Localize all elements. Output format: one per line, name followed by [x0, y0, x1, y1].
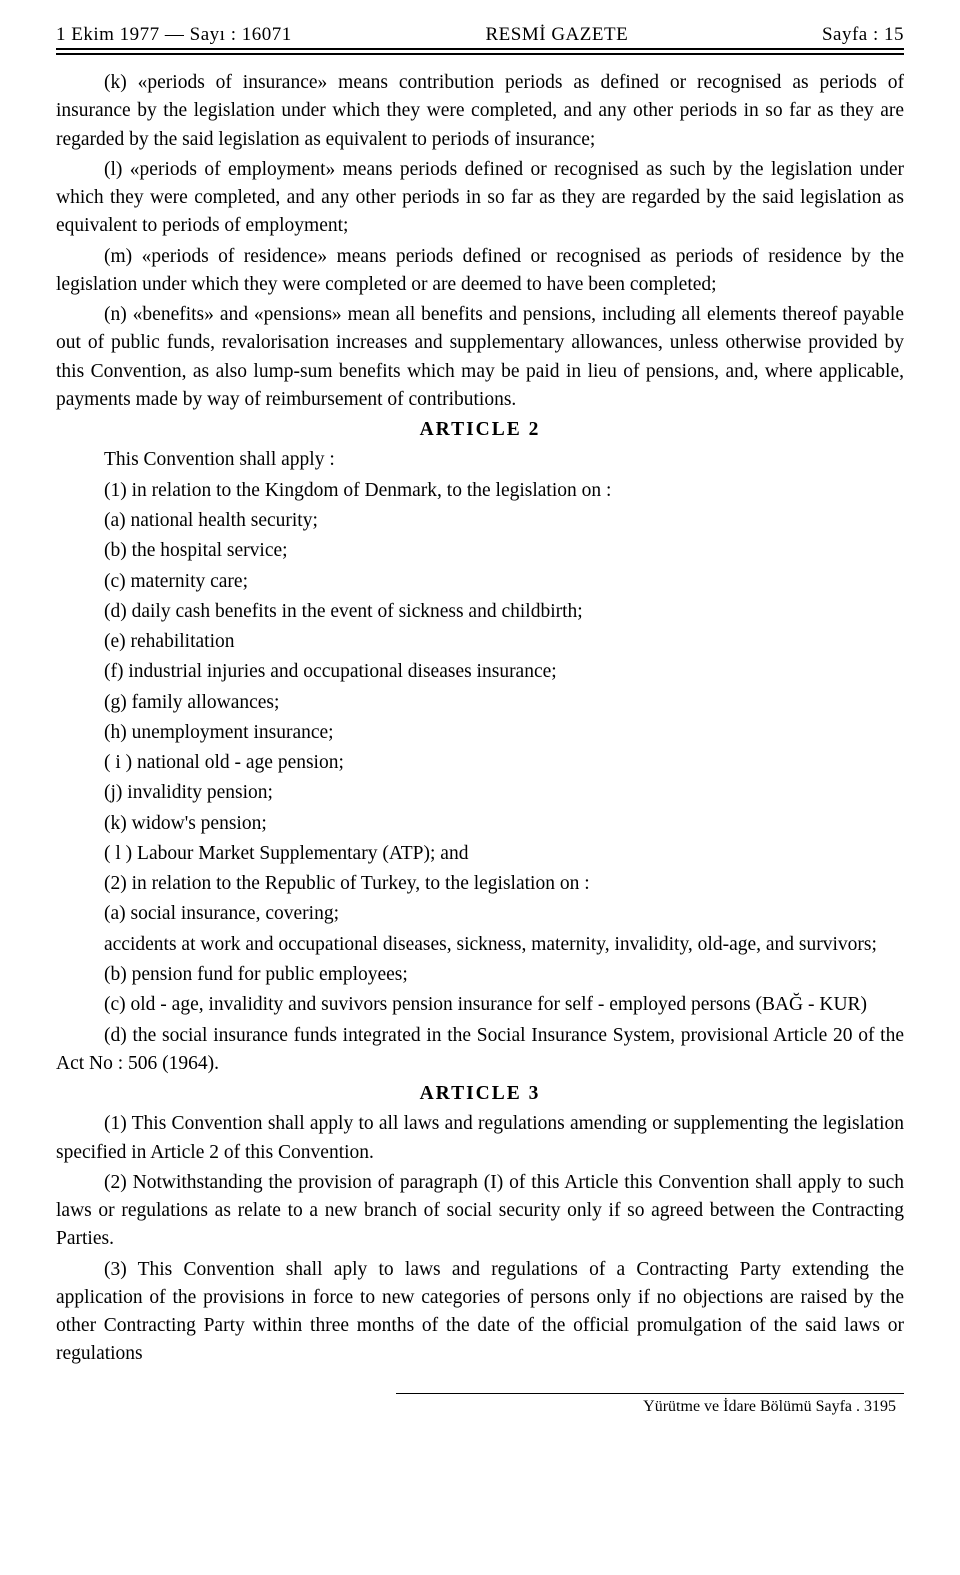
header-right: Sayfa : 15 [822, 24, 904, 46]
header-left: 1 Ekim 1977 — Sayı : 16071 [56, 24, 292, 46]
header-center: RESMİ GAZETE [486, 24, 629, 46]
article-3-heading: ARTICLE 3 [56, 1080, 904, 1108]
a2-1d: (d) daily cash benefits in the event of … [56, 598, 904, 626]
footer-rule [396, 1393, 904, 1394]
body-text: (k) «periods of insurance» means contrib… [56, 69, 904, 1369]
para-n: (n) «benefits» and «pensions» mean all b… [56, 301, 904, 414]
a2-1e: (e) rehabilitation [56, 628, 904, 656]
a2-1a: (a) national health security; [56, 507, 904, 535]
a3-1: (1) This Convention shall apply to all l… [56, 1110, 904, 1167]
document-page: 1 Ekim 1977 — Sayı : 16071 RESMİ GAZETE … [0, 0, 960, 1440]
a2-1l: ( l ) Labour Market Supplementary (ATP);… [56, 840, 904, 868]
a2-2: (2) in relation to the Republic of Turke… [56, 870, 904, 898]
a3-2: (2) Notwithstanding the provision of par… [56, 1169, 904, 1254]
a2-1h: (h) unemployment insurance; [56, 719, 904, 747]
a2-1c: (c) maternity care; [56, 568, 904, 596]
a2-1b: (b) the hospital service; [56, 537, 904, 565]
para-k: (k) «periods of insurance» means contrib… [56, 69, 904, 154]
footer-text: Yürütme ve İdare Bölümü Sayfa . 3195 [56, 1398, 904, 1416]
a2-intro: This Convention shall apply : [56, 446, 904, 474]
a2-2a: (a) social insurance, covering; [56, 900, 904, 928]
para-l: (l) «periods of employment» means period… [56, 156, 904, 241]
a2-1j: (j) invalidity pension; [56, 779, 904, 807]
a2-1g: (g) family allowances; [56, 689, 904, 717]
a2-1f: (f) industrial injuries and occupational… [56, 658, 904, 686]
a2-2d: (d) the social insurance funds integrate… [56, 1022, 904, 1079]
a2-2a-cont: accidents at work and occupational disea… [56, 931, 904, 959]
a2-1k: (k) widow's pension; [56, 810, 904, 838]
para-m: (m) «periods of residence» means periods… [56, 243, 904, 300]
article-2-heading: ARTICLE 2 [56, 416, 904, 444]
header-rule [56, 48, 904, 55]
a2-1: (1) in relation to the Kingdom of Denmar… [56, 477, 904, 505]
a2-1i: ( i ) national old - age pension; [56, 749, 904, 777]
a3-3: (3) This Convention shall aply to laws a… [56, 1256, 904, 1369]
a2-2b: (b) pension fund for public employees; [56, 961, 904, 989]
a2-2c: (c) old - age, invalidity and suvivors p… [56, 991, 904, 1019]
page-header: 1 Ekim 1977 — Sayı : 16071 RESMİ GAZETE … [56, 24, 904, 48]
